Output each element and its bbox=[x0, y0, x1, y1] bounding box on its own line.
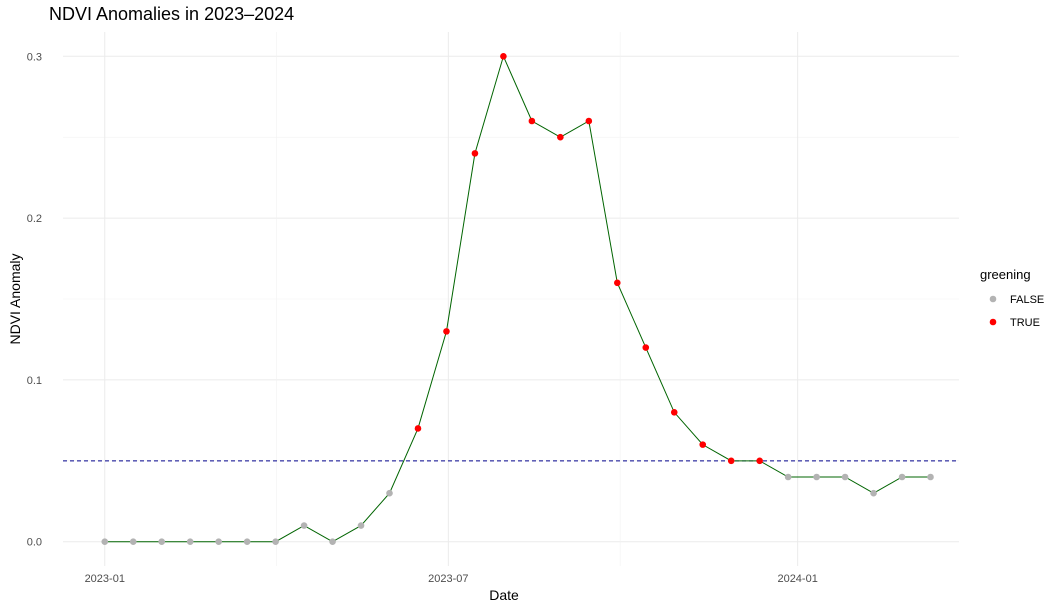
data-point bbox=[642, 344, 650, 351]
data-point bbox=[528, 117, 536, 125]
data-point bbox=[443, 328, 450, 335]
data-point bbox=[927, 473, 934, 481]
y-tick-label: 0.3 bbox=[27, 51, 42, 63]
legend-title: greening bbox=[980, 267, 1031, 282]
y-tick-label: 0.1 bbox=[27, 375, 42, 387]
data-point bbox=[841, 473, 849, 481]
legend-label: TRUE bbox=[1010, 317, 1040, 329]
data-point bbox=[614, 279, 621, 287]
data-point bbox=[129, 538, 137, 546]
legend-key bbox=[989, 318, 997, 326]
chart-title: NDVI Anomalies in 2023–2024 bbox=[49, 4, 295, 24]
series-line bbox=[104, 54, 931, 543]
grid-lines bbox=[63, 32, 959, 566]
data-point bbox=[699, 441, 707, 448]
data-point bbox=[670, 408, 678, 416]
data-point bbox=[784, 473, 792, 481]
data-point bbox=[186, 538, 194, 546]
x-axis-title: Date bbox=[489, 587, 519, 603]
data-point bbox=[272, 538, 279, 546]
data-point bbox=[500, 52, 507, 60]
legend: greening FALSE TRUE bbox=[980, 267, 1044, 329]
data-points bbox=[101, 52, 934, 546]
data-point bbox=[101, 538, 109, 546]
legend-key bbox=[989, 295, 997, 303]
data-point bbox=[158, 538, 166, 546]
data-point bbox=[215, 538, 222, 546]
data-point bbox=[386, 489, 393, 497]
legend-label: FALSE bbox=[1010, 294, 1044, 306]
data-point bbox=[557, 133, 564, 141]
series-line-layer bbox=[104, 54, 931, 543]
data-point bbox=[756, 457, 763, 465]
axis-ticks: 0.0 0.1 0.2 0.3 2023-01 2023-07 2024-01 bbox=[27, 51, 818, 585]
x-tick-label: 2024-01 bbox=[777, 573, 817, 585]
data-point bbox=[329, 538, 336, 546]
x-tick-label: 2023-01 bbox=[85, 573, 125, 585]
data-point bbox=[300, 522, 308, 529]
data-point bbox=[414, 425, 422, 432]
data-point bbox=[243, 538, 251, 546]
data-point bbox=[585, 117, 593, 125]
y-tick-label: 0.2 bbox=[27, 213, 42, 225]
x-tick-label: 2023-07 bbox=[428, 573, 468, 585]
data-point bbox=[813, 473, 820, 481]
data-point bbox=[898, 473, 906, 481]
y-tick-label: 0.0 bbox=[27, 537, 42, 549]
data-point bbox=[727, 457, 735, 465]
data-point bbox=[471, 150, 479, 157]
data-point bbox=[357, 522, 365, 529]
y-axis-title: NDVI Anomaly bbox=[7, 253, 23, 344]
data-point bbox=[870, 489, 877, 497]
